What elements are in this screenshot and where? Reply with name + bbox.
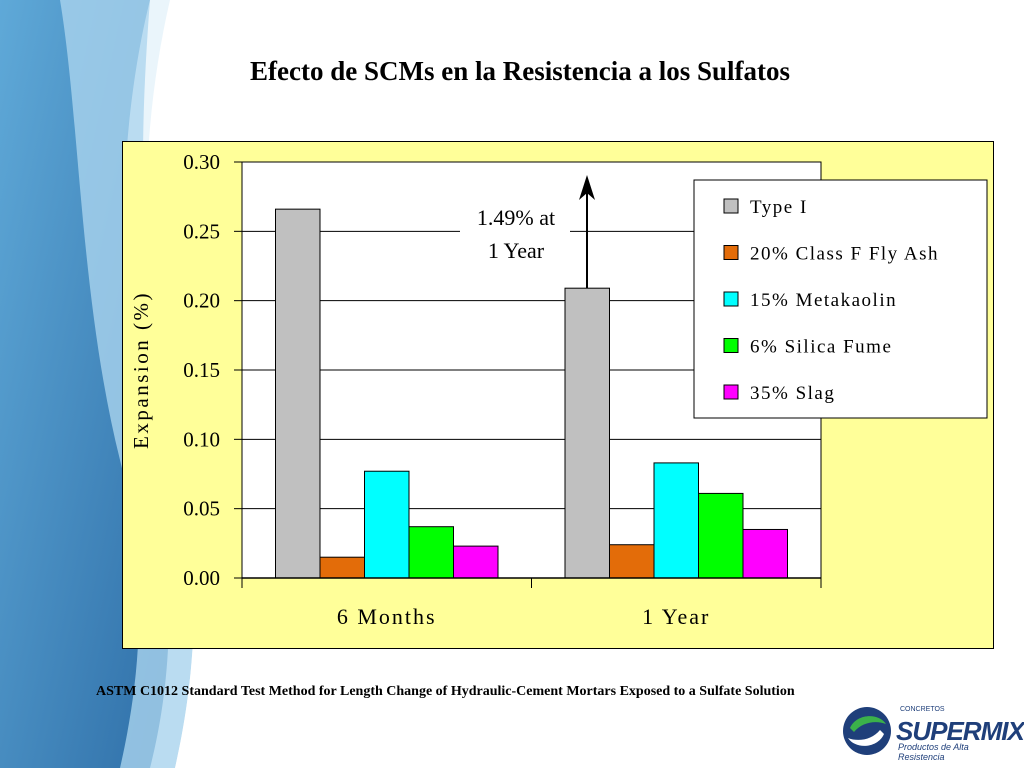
bar (408, 526, 454, 579)
legend-swatch (723, 338, 739, 353)
x-tick-label: 1 Year (642, 604, 710, 629)
legend-label: Type I (750, 197, 808, 218)
annotation: 1.49% at 1 Year (460, 175, 595, 288)
logo-emblem-icon (843, 707, 891, 755)
slide-title: Efecto de SCMs en la Resistencia a los S… (250, 56, 790, 86)
x-tick-label: 6 Months (337, 604, 437, 629)
legend-swatch (723, 245, 739, 260)
annotation-line-2: 1 Year (488, 238, 545, 263)
logo-wordmark: SUPERMIX (896, 716, 1024, 746)
legend: Type I 20% Class F Fly Ash 15% Metakaolin 6… (693, 179, 988, 419)
legend-label: 20% Class F Fly Ash (750, 244, 939, 265)
bar (742, 528, 788, 579)
legend-swatch (723, 384, 739, 400)
bar (319, 556, 365, 579)
annotation-line-1: 1.49% at (477, 205, 555, 230)
legend-swatch (723, 198, 739, 214)
bars (275, 208, 788, 579)
supermix-logo: CONCRETOS SUPERMIX Productos de Alta Res… (840, 702, 1024, 762)
legend-box (693, 179, 988, 419)
annotation-arrow-head (579, 175, 595, 200)
legend-label: 15% Metakaolin (750, 290, 897, 311)
legend-swatch (723, 291, 739, 307)
x-tick-labels: 6 Months 1 Year (337, 604, 710, 629)
y-tick-label: 0.10 (183, 427, 220, 451)
y-tick-label: 0.05 (183, 497, 220, 521)
logo-tagline: Productos de Alta Resistencia (898, 742, 969, 762)
bar (564, 287, 610, 579)
bar (275, 208, 321, 579)
bar (698, 492, 744, 579)
y-axis-label: Expansion (%) (129, 291, 153, 449)
y-tick-label: 0.20 (183, 289, 220, 313)
bar (609, 544, 655, 579)
bar (453, 545, 499, 579)
y-tick-label: 0.15 (183, 358, 220, 382)
footnote: ASTM C1012 Standard Test Method for Leng… (96, 684, 795, 699)
bar (364, 470, 410, 579)
legend-label: 6% Silica Fume (750, 337, 892, 358)
y-tick-label: 0.25 (183, 219, 220, 243)
logo-top-text: CONCRETOS (900, 706, 945, 713)
y-tick-label: 0.00 (183, 566, 220, 590)
y-tick-label: 0.30 (183, 150, 220, 174)
legend-label: 35% Slag (750, 383, 835, 404)
y-tick-labels: 0.00 0.05 0.10 0.15 0.20 0.25 0.30 (183, 150, 220, 590)
bar (653, 462, 699, 579)
